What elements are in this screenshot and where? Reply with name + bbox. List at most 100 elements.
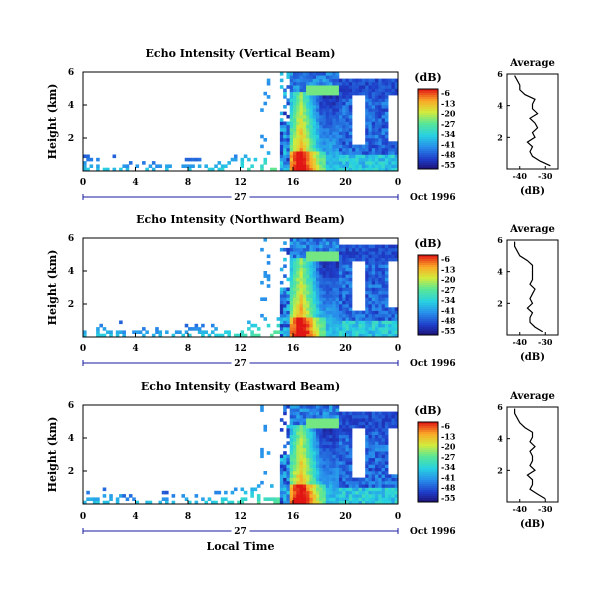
heatmap-cell <box>279 161 284 165</box>
heatmap-cell <box>309 164 313 168</box>
heatmap-cell <box>375 294 379 298</box>
heatmap-cell <box>378 323 382 328</box>
heatmap-cell <box>365 161 369 165</box>
heatmap-cell <box>299 128 304 132</box>
heatmap-cell <box>293 280 297 285</box>
heatmap-cell <box>309 254 313 259</box>
heatmap-cell <box>197 164 202 168</box>
heatmap-cell <box>322 118 327 122</box>
heatmap-cell <box>329 418 333 422</box>
heatmap-cell <box>312 323 317 328</box>
heatmap-cell <box>335 471 340 475</box>
heatmap-cell <box>371 333 376 338</box>
heatmap-cell <box>335 261 340 265</box>
colorbar-swatch <box>418 279 438 282</box>
heatmap-cell <box>279 467 284 472</box>
heatmap-cell <box>306 280 310 285</box>
heatmap-cell <box>371 261 376 265</box>
heatmap-cell <box>306 300 310 305</box>
heatmap-cell <box>332 88 336 93</box>
heatmap-cell <box>306 161 310 165</box>
heatmap-cell <box>384 494 389 498</box>
heatmap-cell <box>315 91 320 96</box>
heatmap-cell <box>283 161 287 165</box>
heatmap-cell <box>329 151 333 155</box>
heatmap-cell <box>273 497 277 501</box>
heatmap-cell <box>266 274 271 278</box>
heatmap-cell <box>384 471 389 475</box>
heatmap-cell <box>394 330 399 334</box>
heatmap-cell <box>365 480 369 485</box>
heatmap-cell <box>388 157 392 162</box>
heatmap-cell <box>352 424 356 429</box>
heatmap-cell <box>99 323 103 328</box>
heatmap-cell <box>338 414 343 419</box>
heatmap-cell <box>302 411 307 416</box>
heatmap-cell <box>368 91 373 96</box>
colorbar-frame <box>417 421 439 503</box>
heatmap-cell <box>348 487 353 492</box>
heatmap-cell <box>325 484 330 488</box>
heatmap-cell <box>394 167 399 172</box>
heatmap-cell <box>302 487 307 492</box>
heatmap-cell <box>306 111 310 116</box>
x-tick-label: 16 <box>287 512 300 522</box>
heatmap-cell <box>309 167 313 172</box>
heatmap-cell <box>335 267 340 272</box>
heatmap-cell <box>309 271 313 275</box>
heatmap-cell <box>315 431 320 435</box>
heatmap-cell <box>178 330 182 334</box>
heatmap-cell <box>352 333 356 338</box>
heatmap-cell <box>342 138 346 142</box>
heatmap-cell <box>368 247 373 252</box>
heatmap-cell <box>338 85 343 89</box>
colorbar-swatch <box>418 450 438 453</box>
heatmap-cell <box>289 497 294 501</box>
heatmap-cell <box>342 480 346 485</box>
heatmap-cell <box>322 424 327 429</box>
heatmap-cell <box>378 320 382 325</box>
heatmap-cell <box>329 72 333 76</box>
colorbar-tick-label: -48 <box>441 316 456 326</box>
heatmap-cell <box>296 444 300 449</box>
heatmap-cell <box>289 128 294 132</box>
heatmap-cell <box>102 500 107 505</box>
heatmap-cell <box>342 261 346 265</box>
heatmap-cell <box>247 327 251 331</box>
heatmap-cell <box>381 441 386 445</box>
heatmap-cell <box>348 271 353 275</box>
heatmap-cell <box>358 157 363 162</box>
heatmap-cell <box>338 141 343 145</box>
heatmap-cell <box>315 244 320 249</box>
heatmap-cell <box>315 277 320 282</box>
heatmap-cell <box>381 111 386 116</box>
x-tick-label: 0 <box>395 512 401 522</box>
heatmap-cell <box>92 500 97 505</box>
heatmap-cell <box>394 247 399 252</box>
heatmap-cell <box>338 487 343 492</box>
heatmap-cell <box>322 320 327 325</box>
profile-line <box>513 241 544 333</box>
heatmap-cell <box>371 421 376 426</box>
heatmap-cell <box>378 421 382 426</box>
heatmap-cell <box>283 144 287 149</box>
heatmap-cell <box>345 431 350 435</box>
heatmap-cell <box>342 421 346 426</box>
heatmap-cell <box>358 418 363 422</box>
heatmap-cell <box>332 284 336 288</box>
heatmap-cell <box>335 75 340 79</box>
heatmap-cell <box>365 461 369 465</box>
heatmap-cell <box>342 144 346 149</box>
heatmap-cell <box>368 484 373 488</box>
heatmap-cell <box>375 497 379 501</box>
heatmap-cell <box>188 164 192 168</box>
heatmap-cell <box>105 330 110 334</box>
heatmap-cell <box>286 164 291 168</box>
heatmap-cell <box>388 494 392 498</box>
heatmap-cell <box>224 497 228 501</box>
heatmap-cell <box>306 451 310 455</box>
heatmap-cell <box>296 261 300 265</box>
heatmap-cell <box>342 95 346 99</box>
colorbar-tick-label: -34 <box>441 129 456 139</box>
heatmap-cell <box>299 164 304 168</box>
